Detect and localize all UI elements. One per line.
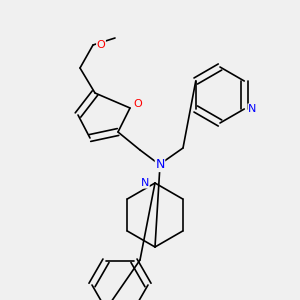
Text: N: N <box>248 104 256 114</box>
Text: O: O <box>97 40 105 50</box>
Text: N: N <box>141 178 149 188</box>
Text: O: O <box>134 99 142 109</box>
Text: N: N <box>155 158 165 172</box>
